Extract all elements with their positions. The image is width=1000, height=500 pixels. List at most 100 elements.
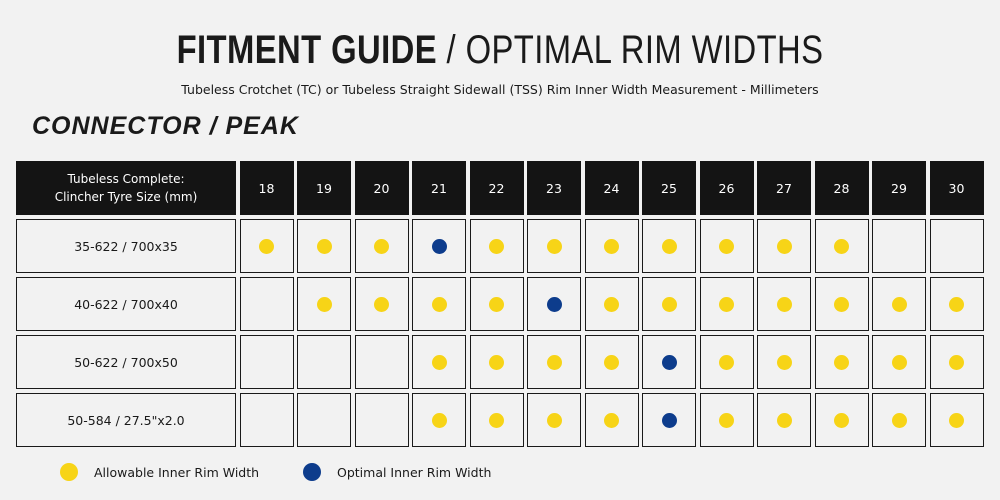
- allowable-dot-icon: [719, 412, 734, 428]
- fitment-cell: [527, 277, 581, 331]
- legend-allowable: Allowable Inner Rim Width: [60, 463, 259, 481]
- fitment-cell: [757, 335, 811, 389]
- fitment-cell: [757, 219, 811, 273]
- fitment-cell: [699, 219, 754, 273]
- fitment-cell: [929, 277, 984, 331]
- allowable-dot-icon: [604, 296, 619, 312]
- section-heading: CONNECTOR / PEAK: [32, 112, 299, 140]
- fitment-cell: [239, 393, 294, 447]
- fitment-cell: [469, 393, 524, 447]
- fitment-cell: [642, 277, 696, 331]
- fitment-cell: [412, 219, 466, 273]
- allowable-dot-icon: [431, 412, 447, 428]
- allowable-dot-icon: [719, 354, 734, 370]
- fitment-cell: [872, 277, 926, 331]
- allowable-dot-icon: [604, 354, 619, 370]
- fitment-cell: [699, 335, 754, 389]
- allowable-dot-icon: [661, 296, 677, 312]
- fitment-cell: [929, 219, 984, 273]
- tyre-size-label: 35-622 / 700x35: [16, 219, 236, 273]
- fitment-cell: [297, 335, 351, 389]
- fitment-cell: [412, 335, 466, 389]
- fitment-cell: [527, 219, 581, 273]
- allowable-dot-icon: [546, 238, 562, 254]
- fitment-cell: [642, 219, 696, 273]
- allowable-dot-icon: [604, 412, 619, 428]
- fitment-cell: [239, 219, 294, 273]
- allowable-dot-icon: [891, 354, 907, 370]
- tyre-size-label: 40-622 / 700x40: [16, 277, 236, 331]
- allowable-dot-icon: [489, 412, 504, 428]
- allowable-dot-icon: [546, 354, 562, 370]
- fitment-cell: [297, 393, 351, 447]
- fitment-cell: [642, 393, 696, 447]
- width-header: 21: [412, 161, 466, 215]
- fitment-cell: [757, 277, 811, 331]
- fitment-cell: [297, 277, 351, 331]
- subtitle: Tubeless Crotchet (TC) or Tubeless Strai…: [181, 82, 819, 97]
- fitment-cell: [354, 277, 409, 331]
- fitment-cell: [757, 393, 811, 447]
- legend-optimal-label: Optimal Inner Rim Width: [337, 464, 492, 480]
- fitment-cell: [699, 277, 754, 331]
- width-header: 26: [699, 161, 754, 215]
- fitment-cell: [239, 277, 294, 331]
- allowable-dot-icon: [891, 412, 907, 428]
- fitment-cell: [872, 335, 926, 389]
- allowable-dot-icon: [316, 296, 332, 312]
- allowable-dot-icon: [776, 354, 792, 370]
- fitment-table: Tubeless Complete: Clincher Tyre Size (m…: [16, 161, 984, 447]
- fitment-cell: [354, 393, 409, 447]
- legend-allowable-label: Allowable Inner Rim Width: [94, 464, 260, 480]
- allowable-dot-icon: [60, 463, 78, 481]
- fitment-cell: [584, 277, 639, 331]
- allowable-dot-icon: [891, 296, 907, 312]
- allowable-dot-icon: [776, 238, 792, 254]
- fitment-cell: [527, 335, 581, 389]
- fitment-cell: [469, 335, 524, 389]
- optimal-dot-icon: [546, 296, 562, 312]
- allowable-dot-icon: [949, 296, 964, 312]
- fitment-cell: [699, 393, 754, 447]
- allowable-dot-icon: [489, 238, 504, 254]
- fitment-cell: [872, 393, 926, 447]
- allowable-dot-icon: [719, 238, 734, 254]
- width-header: 27: [757, 161, 811, 215]
- width-header: 23: [527, 161, 581, 215]
- width-header: 19: [297, 161, 351, 215]
- width-header: 29: [872, 161, 926, 215]
- fitment-cell: [469, 277, 524, 331]
- fitment-cell: [412, 277, 466, 331]
- optimal-dot-icon: [431, 238, 447, 254]
- title-bold: FITMENT GUIDE: [176, 28, 438, 72]
- width-header: 20: [354, 161, 409, 215]
- width-header: 22: [469, 161, 524, 215]
- fitment-cell: [469, 219, 524, 273]
- optimal-dot-icon: [303, 463, 321, 481]
- allowable-dot-icon: [431, 296, 447, 312]
- fitment-cell: [814, 277, 869, 331]
- tyre-size-label: 50-622 / 700x50: [16, 335, 236, 389]
- width-header: 25: [642, 161, 696, 215]
- allowable-dot-icon: [489, 354, 504, 370]
- allowable-dot-icon: [719, 296, 734, 312]
- allowable-dot-icon: [604, 238, 619, 254]
- allowable-dot-icon: [259, 238, 274, 254]
- fitment-cell: [412, 393, 466, 447]
- allowable-dot-icon: [834, 412, 849, 428]
- fitment-cell: [642, 335, 696, 389]
- fitment-cell: [584, 219, 639, 273]
- allowable-dot-icon: [834, 296, 849, 312]
- allowable-dot-icon: [834, 238, 849, 254]
- fitment-cell: [929, 335, 984, 389]
- width-header: 30: [929, 161, 984, 215]
- optimal-dot-icon: [661, 412, 677, 428]
- fitment-cell: [354, 219, 409, 273]
- fitment-cell: [584, 393, 639, 447]
- fitment-cell: [814, 335, 869, 389]
- tyre-size-label: 50-584 / 27.5"x2.0: [16, 393, 236, 447]
- fitment-cell: [872, 219, 926, 273]
- fitment-cell: [527, 393, 581, 447]
- width-header: 18: [239, 161, 294, 215]
- optimal-dot-icon: [661, 354, 677, 370]
